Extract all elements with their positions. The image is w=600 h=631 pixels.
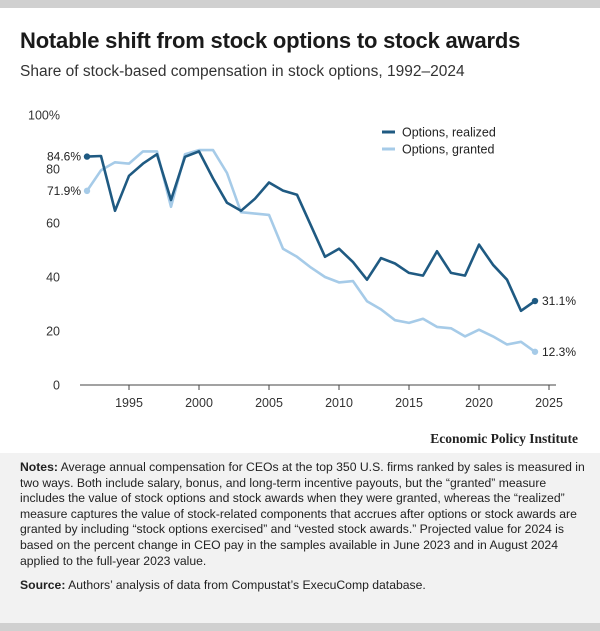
- line-chart: 0 20 40 60 80 100% 1995 2000 2005 2010 2015 2020 20…: [28, 109, 576, 411]
- y-tick-label: 20: [46, 325, 60, 339]
- data-labels: 84.6% 31.1% 71.9% 12.3%: [47, 150, 576, 359]
- notes-panel: [0, 453, 600, 623]
- chart-title: Notable shift from stock options to stoc…: [20, 28, 521, 53]
- end-value-label: 12.3%: [542, 345, 576, 359]
- chart-subtitle: Share of stock-based compensation in sto…: [20, 63, 465, 80]
- notes-label: Notes:: [20, 460, 58, 474]
- x-axis: 1995 2000 2005 2010 2015 2020 2025: [115, 385, 563, 410]
- start-value-label: 71.9%: [47, 184, 81, 198]
- x-tick-label: 2005: [255, 396, 283, 410]
- end-value-label: 31.1%: [542, 294, 576, 308]
- x-tick-label: 2025: [535, 396, 563, 410]
- start-point: [83, 187, 91, 195]
- legend-item: Options, granted: [402, 143, 494, 157]
- legend-item: Options, realized: [402, 126, 496, 140]
- x-tick-label: 2010: [325, 396, 353, 410]
- end-point: [531, 297, 539, 305]
- organization-credit: Economic Policy Institute: [430, 431, 578, 446]
- end-point: [531, 348, 539, 355]
- bottom-border: [0, 623, 600, 631]
- series-line-options-realized: [85, 150, 537, 313]
- start-value-label: 84.6%: [47, 150, 81, 164]
- notes-body: Average annual compensation for CEOs at …: [20, 460, 585, 568]
- series-line-options-granted: [85, 148, 537, 354]
- x-tick-label: 2015: [395, 396, 423, 410]
- x-tick-label: 2000: [185, 396, 213, 410]
- source-label: Source:: [20, 578, 66, 592]
- legend: Options, realized Options, granted: [382, 126, 496, 157]
- source-body: Authors’ analysis of data from Compustat…: [68, 578, 426, 592]
- series-lines: [85, 148, 537, 354]
- x-tick-label: 1995: [115, 396, 143, 410]
- x-tick-label: 2020: [465, 396, 493, 410]
- source-text: Source: Authors’ analysis of data from C…: [20, 578, 585, 592]
- y-tick-label: 0: [53, 379, 60, 393]
- notes-text: Notes: Average annual compensation for C…: [20, 460, 585, 569]
- y-tick-label: 80: [46, 163, 60, 177]
- start-point: [83, 153, 91, 160]
- y-tick-label: 60: [46, 217, 60, 231]
- top-border: [0, 0, 600, 8]
- y-tick-label: 40: [46, 271, 60, 285]
- y-axis: 0 20 40 60 80 100%: [28, 109, 556, 393]
- y-tick-label: 100%: [28, 109, 60, 123]
